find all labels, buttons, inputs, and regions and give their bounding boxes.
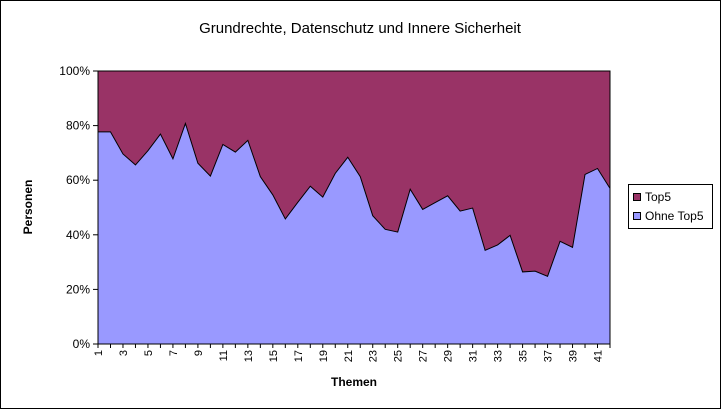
x-tick-label: 7	[168, 350, 180, 356]
legend-label-ohne-top5: Ohne Top5	[645, 209, 704, 223]
y-axis-label: Personen	[21, 180, 35, 235]
legend-swatch-ohne-top5	[633, 212, 641, 220]
y-tick-label: 40%	[66, 228, 90, 242]
x-tick-label: 1	[93, 350, 105, 356]
plot-area	[97, 70, 611, 345]
x-tick-label: 31	[468, 350, 480, 362]
legend-label-top5: Top5	[645, 190, 671, 204]
x-tick-label: 39	[568, 350, 580, 362]
x-tick-label: 3	[118, 350, 130, 356]
x-axis-label: Themen	[331, 375, 377, 389]
y-tick-label: 60%	[66, 173, 90, 187]
chart-title: Grundrechte, Datenschutz und Innere Sich…	[199, 20, 522, 37]
x-tick-label: 13	[243, 350, 255, 362]
x-tick-label: 23	[368, 350, 380, 362]
x-tick-label: 27	[418, 350, 430, 362]
legend: Top5 Ohne Top5	[628, 184, 713, 229]
y-tick-label: 80%	[66, 119, 90, 133]
y-tick-label: 0%	[73, 337, 91, 351]
y-axis: 0% 20% 40% 60% 80% 100%	[59, 64, 99, 351]
x-tick-label: 5	[143, 350, 155, 356]
x-tick-label: 15	[268, 350, 280, 362]
y-tick-label: 100%	[59, 64, 90, 78]
x-tick-label: 17	[293, 350, 305, 362]
y-tick-label: 20%	[66, 282, 90, 296]
x-tick-label: 29	[443, 350, 455, 362]
area-ohne-top5	[98, 123, 610, 344]
x-tick-label: 21	[343, 350, 355, 362]
x-tick-label: 25	[393, 350, 405, 362]
series-boundary-line	[98, 121, 611, 277]
x-tick-label: 35	[518, 350, 530, 362]
legend-box	[628, 184, 713, 229]
x-tick-label: 33	[493, 350, 505, 362]
x-tick-label: 41	[593, 350, 605, 362]
x-tick-label: 37	[543, 350, 555, 362]
legend-swatch-top5	[633, 193, 641, 201]
x-tick-label: 9	[193, 350, 205, 356]
x-tick-label: 19	[318, 350, 330, 362]
x-axis: 1 3 5 7 9 11 13 15 17 19 21 23 25 27 29 31 33 35 37 39 41	[93, 343, 611, 362]
x-tick-label: 11	[218, 350, 230, 361]
